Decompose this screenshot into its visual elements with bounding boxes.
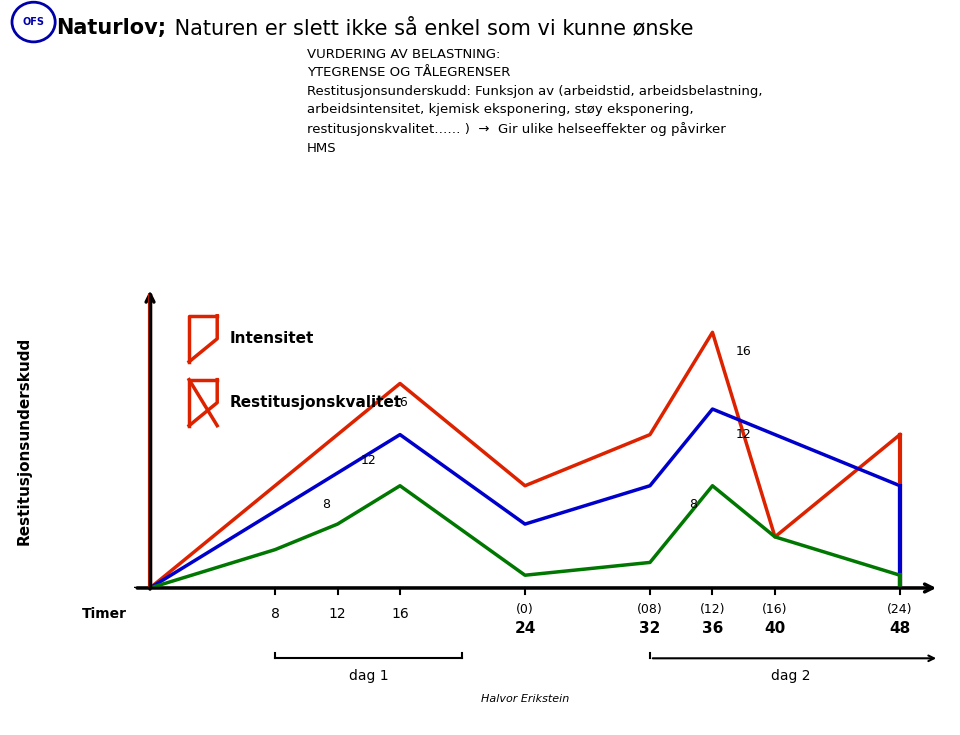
Text: Intensitet: Intensitet <box>229 331 314 346</box>
Text: 8: 8 <box>322 498 330 512</box>
Text: Naturen er slett ikke så enkel som vi kunne ønske: Naturen er slett ikke så enkel som vi ku… <box>168 18 693 38</box>
Text: VURDERING AV BELASTNING:
YTEGRENSE OG TÅLEGRENSER
Restitusjonsunderskudd: Funksj: VURDERING AV BELASTNING: YTEGRENSE OG TÅ… <box>307 48 762 155</box>
Text: Timer: Timer <box>82 607 127 621</box>
Text: Restitusjonsunderskudd: Restitusjonsunderskudd <box>16 337 32 545</box>
Text: dag 2: dag 2 <box>771 669 810 683</box>
Text: 32: 32 <box>639 621 660 637</box>
Text: 8: 8 <box>271 607 279 621</box>
Text: 40: 40 <box>764 621 785 637</box>
Text: 24: 24 <box>515 621 536 637</box>
Text: Restitusjonskvalitet: Restitusjonskvalitet <box>229 395 402 410</box>
Text: 16: 16 <box>736 345 752 358</box>
Text: 12: 12 <box>736 428 752 441</box>
Text: (08): (08) <box>637 603 662 617</box>
Text: 48: 48 <box>889 621 911 637</box>
Text: 16: 16 <box>391 607 409 621</box>
Text: 8: 8 <box>689 498 697 512</box>
Text: (0): (0) <box>516 603 534 617</box>
Text: Naturlov;: Naturlov; <box>56 18 166 38</box>
Text: dag 1: dag 1 <box>348 669 389 683</box>
Text: (24): (24) <box>887 603 913 617</box>
Text: 12: 12 <box>328 607 347 621</box>
Text: 16: 16 <box>393 396 408 409</box>
Text: (12): (12) <box>700 603 725 617</box>
Text: OFS: OFS <box>23 17 44 27</box>
Text: Halvor Erikstein: Halvor Erikstein <box>481 694 569 704</box>
Text: (16): (16) <box>762 603 788 617</box>
Text: 12: 12 <box>361 453 376 467</box>
Text: 36: 36 <box>702 621 723 637</box>
